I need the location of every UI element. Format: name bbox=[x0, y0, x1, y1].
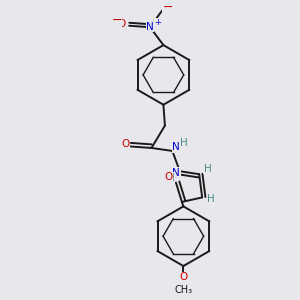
Text: O: O bbox=[164, 172, 172, 182]
Text: H: H bbox=[204, 164, 212, 174]
Text: CH₃: CH₃ bbox=[174, 285, 193, 295]
Text: H: H bbox=[180, 139, 188, 148]
Text: N: N bbox=[172, 168, 180, 178]
Text: H: H bbox=[207, 194, 215, 204]
Text: N: N bbox=[146, 22, 154, 32]
Text: O: O bbox=[179, 272, 188, 282]
Text: O: O bbox=[121, 139, 129, 149]
Text: −: − bbox=[163, 1, 173, 14]
Text: H: H bbox=[167, 173, 175, 183]
Text: −: − bbox=[111, 14, 122, 27]
Text: O: O bbox=[118, 19, 126, 29]
Text: +: + bbox=[154, 18, 161, 27]
Text: N: N bbox=[172, 142, 180, 152]
